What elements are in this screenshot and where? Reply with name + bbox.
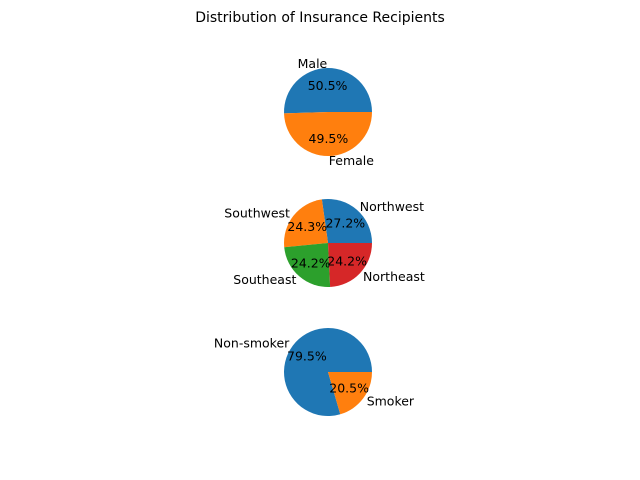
slice-label-non-smoker: Non-smoker <box>214 335 290 350</box>
slice-percent-southeast: 24.2% <box>291 255 331 270</box>
slice-percent-female: 49.5% <box>309 131 349 146</box>
slice-label-male: Male <box>298 56 328 71</box>
slice-label-northwest: Northwest <box>360 199 424 214</box>
slice-label-smoker: Smoker <box>367 394 415 409</box>
slice-percent-northeast: 24.2% <box>327 254 367 269</box>
slice-label-northeast: Northeast <box>363 269 425 284</box>
slice-label-female: Female <box>329 153 375 168</box>
chart-title: Distribution of Insurance Recipients <box>195 10 445 26</box>
slice-percent-smoker: 20.5% <box>329 380 369 395</box>
slice-percent-southwest: 24.3% <box>287 219 327 234</box>
slice-label-southeast: Southeast <box>233 272 296 287</box>
pie-group: Male 50.5% Female 49.5% Northwest 27.2% Southw… <box>214 56 425 416</box>
slice-percent-male: 50.5% <box>308 78 348 93</box>
slice-percent-non-smoker: 79.5% <box>287 349 327 364</box>
slice-percent-northwest: 27.2% <box>325 216 365 231</box>
slice-label-southwest: Southwest <box>224 206 290 221</box>
